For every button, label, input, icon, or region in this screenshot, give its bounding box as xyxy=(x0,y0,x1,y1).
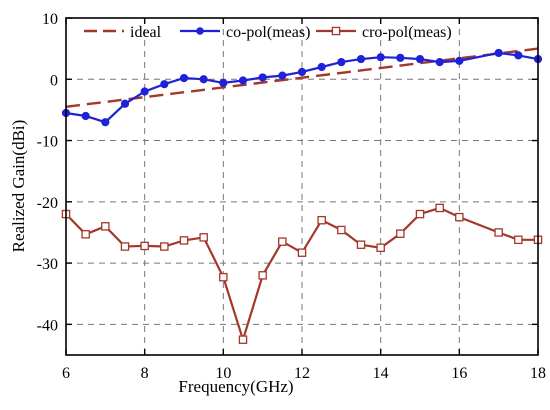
data-point xyxy=(238,335,248,344)
data-point xyxy=(455,56,464,65)
y-tick-label: -10 xyxy=(37,134,58,151)
data-point xyxy=(415,54,425,64)
y-axis-label: Realized Gain(dBi) xyxy=(9,120,28,253)
legend-label: cro-pol(meas) xyxy=(362,24,452,41)
data-point xyxy=(160,80,169,89)
data-point xyxy=(494,48,503,58)
data-point xyxy=(199,233,208,242)
y-tick-label: 10 xyxy=(42,11,58,28)
x-tick-label: 8 xyxy=(141,365,149,382)
data-point xyxy=(297,67,307,77)
data-point xyxy=(514,51,523,60)
series-ideal xyxy=(65,47,539,108)
data-point xyxy=(337,225,346,235)
y-tick-label: -30 xyxy=(37,256,58,273)
legend-item-cro-pol-meas: cro-pol(meas) xyxy=(316,24,452,41)
x-axis-label: Frequency(GHz) xyxy=(178,377,293,396)
series-line-ideal xyxy=(65,47,539,108)
legend-label: co-pol(meas) xyxy=(226,24,310,41)
legend-item-co-pol-meas: co-pol(meas) xyxy=(180,24,310,41)
data-point xyxy=(238,76,248,85)
data-point xyxy=(317,215,326,225)
data-point xyxy=(101,118,110,127)
data-point xyxy=(179,236,189,245)
data-point xyxy=(376,53,385,62)
data-point xyxy=(356,54,366,64)
data-point xyxy=(140,87,149,96)
data-point xyxy=(415,209,425,219)
data-point xyxy=(258,73,267,82)
y-tick-label: 0 xyxy=(50,72,58,89)
x-tick-label: 18 xyxy=(530,365,546,382)
x-tick-label: 10 xyxy=(215,365,231,382)
tick-labels: 6 8 10 12 14 16 18 10 0 -10 -20 -30 -40 xyxy=(37,11,546,382)
data-point xyxy=(120,242,130,251)
data-point xyxy=(179,73,189,83)
data-point xyxy=(435,203,444,213)
data-point xyxy=(494,228,503,237)
data-point xyxy=(396,53,405,62)
legend-marker xyxy=(196,27,204,35)
data-point xyxy=(297,248,307,257)
tick-marks xyxy=(65,17,539,355)
data-point xyxy=(396,229,405,238)
data-point xyxy=(514,235,523,245)
x-tick-label: 12 xyxy=(294,365,310,382)
data-point xyxy=(199,75,208,84)
data-point xyxy=(101,222,110,231)
data-point xyxy=(435,58,444,67)
legend-label: ideal xyxy=(130,24,162,41)
data-point xyxy=(278,71,287,80)
data-point xyxy=(81,111,90,121)
series-cro-pol-meas xyxy=(61,203,543,344)
legend: ideal co-pol(meas) cro-pol(meas) xyxy=(84,24,452,41)
data-point xyxy=(219,78,228,88)
data-point xyxy=(317,62,326,72)
data-point xyxy=(455,212,464,222)
data-point xyxy=(356,240,366,249)
data-point xyxy=(160,242,169,251)
data-point xyxy=(219,272,228,282)
data-point xyxy=(81,230,90,239)
data-point xyxy=(258,271,267,280)
x-tick-label: 16 xyxy=(451,365,467,382)
x-tick-label: 6 xyxy=(62,365,70,382)
data-point xyxy=(278,237,287,246)
y-tick-label: -20 xyxy=(37,195,58,212)
data-point xyxy=(120,99,130,108)
legend-marker xyxy=(331,26,341,36)
y-tick-label: -40 xyxy=(37,317,58,334)
data-point xyxy=(376,243,385,253)
legend-item-ideal: ideal xyxy=(84,24,162,41)
x-tick-label: 14 xyxy=(373,365,389,382)
data-point xyxy=(140,241,149,251)
data-point xyxy=(337,58,346,67)
